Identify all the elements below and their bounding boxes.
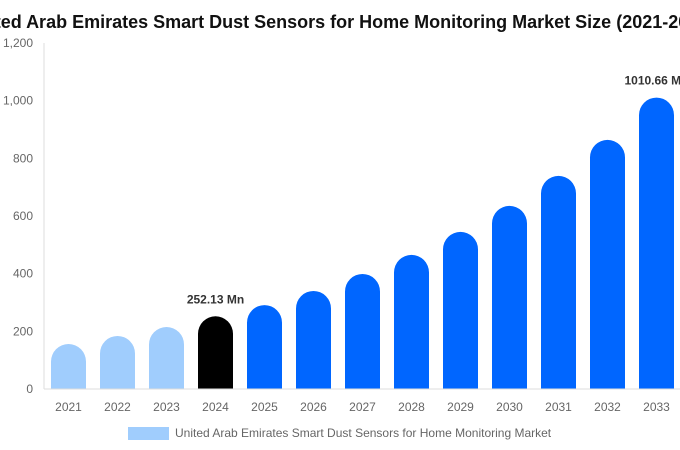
x-tick-label: 2022 (104, 400, 131, 414)
x-axis: 2021 2022 2023 2024 2025 2026 2027 2028 2029 2030… (44, 388, 680, 414)
y-axis: 0 200 400 600 800 1,000 1,200 (3, 36, 45, 396)
x-tick-label: 2027 (349, 400, 376, 414)
data-labels: 252.13 Mn 1010.66 Mn (187, 74, 680, 307)
bar-2024[interactable] (198, 316, 233, 389)
y-tick-label: 600 (13, 209, 33, 223)
x-tick-label: 2025 (251, 400, 278, 414)
x-tick-label: 2032 (594, 400, 621, 414)
y-tick-label: 400 (13, 267, 33, 281)
bar-2022[interactable] (100, 335, 135, 389)
x-tick-label: 2028 (398, 400, 425, 414)
y-tick-label: 200 (13, 324, 33, 338)
bar-2028[interactable] (394, 254, 429, 389)
bar-2032[interactable] (590, 139, 625, 389)
x-tick-label: 2031 (545, 400, 572, 414)
x-tick-label: 2021 (55, 400, 82, 414)
y-tick-label: 1,200 (3, 36, 33, 50)
bar-2029[interactable] (443, 231, 478, 389)
bar-2023[interactable] (149, 327, 184, 389)
data-label: 252.13 Mn (187, 292, 244, 306)
data-label: 1010.66 Mn (624, 74, 680, 88)
y-tick-label: 1,000 (3, 94, 33, 108)
chart-title: United Arab Emirates Smart Dust Sensors … (0, 12, 680, 32)
bar-2033[interactable] (639, 97, 674, 390)
bar-2026[interactable] (296, 290, 331, 389)
x-tick-label: 2029 (447, 400, 474, 414)
bar-2027[interactable] (345, 273, 380, 389)
x-tick-label: 2024 (202, 400, 229, 414)
y-tick-label: 0 (26, 382, 33, 396)
y-tick-label: 800 (13, 151, 33, 165)
x-tick-label: 2026 (300, 400, 327, 414)
bar-2030[interactable] (492, 205, 527, 389)
x-tick-label: 2023 (153, 400, 180, 414)
x-tick-label: 2030 (496, 400, 523, 414)
x-tick-label: 2033 (643, 400, 670, 414)
legend-label: United Arab Emirates Smart Dust Sensors … (175, 426, 552, 440)
bar-2031[interactable] (541, 175, 576, 389)
legend-swatch (128, 427, 169, 440)
bar-2021[interactable] (51, 344, 86, 389)
bar-2025[interactable] (247, 305, 282, 389)
bars (51, 97, 674, 390)
legend[interactable]: United Arab Emirates Smart Dust Sensors … (128, 426, 552, 440)
